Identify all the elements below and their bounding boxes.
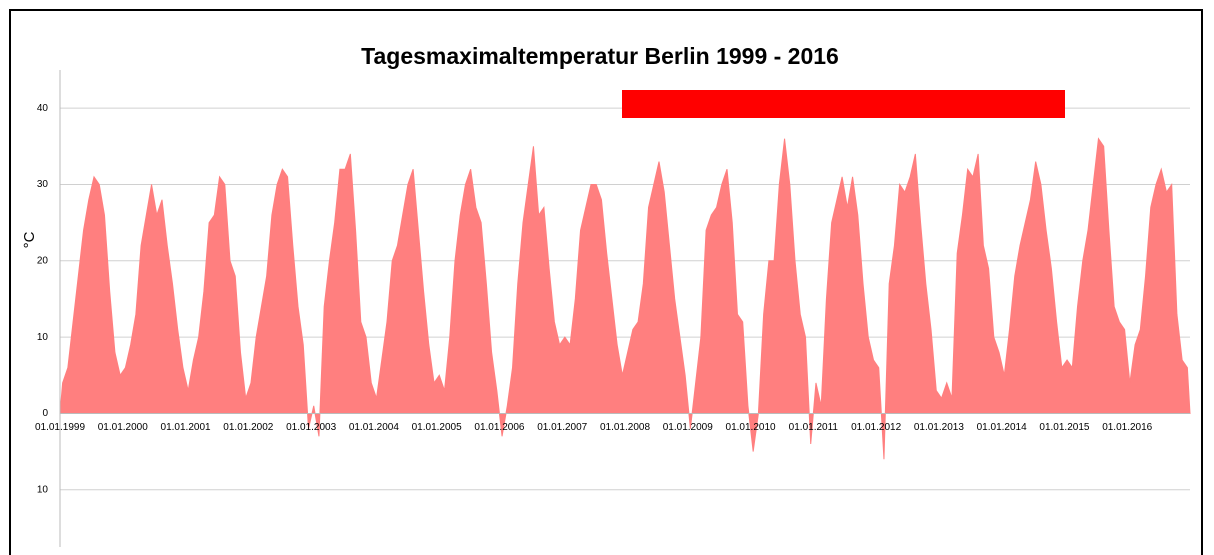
x-tick-label: 01.01.2008 (600, 422, 650, 433)
x-tick-label: 01.01.2007 (537, 422, 587, 433)
area (59, 137, 1191, 460)
y-tick-label: 40 (37, 103, 49, 114)
y-tick-label: 20 (37, 255, 49, 266)
x-tick-label: 01.01.2015 (1039, 422, 1089, 433)
x-tick-label: 01.01.1999 (35, 422, 85, 433)
x-tick-label: 01.01.2000 (98, 422, 148, 433)
x-tick-label: 01.01.2003 (286, 422, 336, 433)
x-tick-label: 01.01.2006 (474, 422, 524, 433)
x-tick-label: 01.01.2013 (914, 422, 964, 433)
x-tick-label: 01.01.2002 (223, 422, 273, 433)
y-axis-label: °C (21, 231, 38, 248)
x-tick-label: 01.01.2016 (1102, 422, 1152, 433)
x-tick-label: 01.01.2001 (161, 422, 211, 433)
x-tick-label: 01.01.2012 (851, 422, 901, 433)
x-tick-label: 01.01.2004 (349, 422, 399, 433)
chart-title: Tagesmaximaltemperatur Berlin 1999 - 201… (361, 43, 839, 69)
x-tick-label: 01.01.2011 (789, 422, 839, 433)
x-tick-label: 01.01.2010 (726, 422, 776, 433)
x-tick-label: 01.01.2014 (977, 422, 1027, 433)
y-tick-label: 10 (37, 332, 49, 343)
y-tick-label: 30 (37, 179, 49, 190)
x-tick-label: 01.01.2005 (412, 422, 462, 433)
y-tick-label: 0 (42, 408, 48, 419)
redaction-bar (622, 90, 1065, 118)
y-tick-label: 10 (37, 484, 49, 495)
x-tick-label: 01.01.2009 (663, 422, 713, 433)
